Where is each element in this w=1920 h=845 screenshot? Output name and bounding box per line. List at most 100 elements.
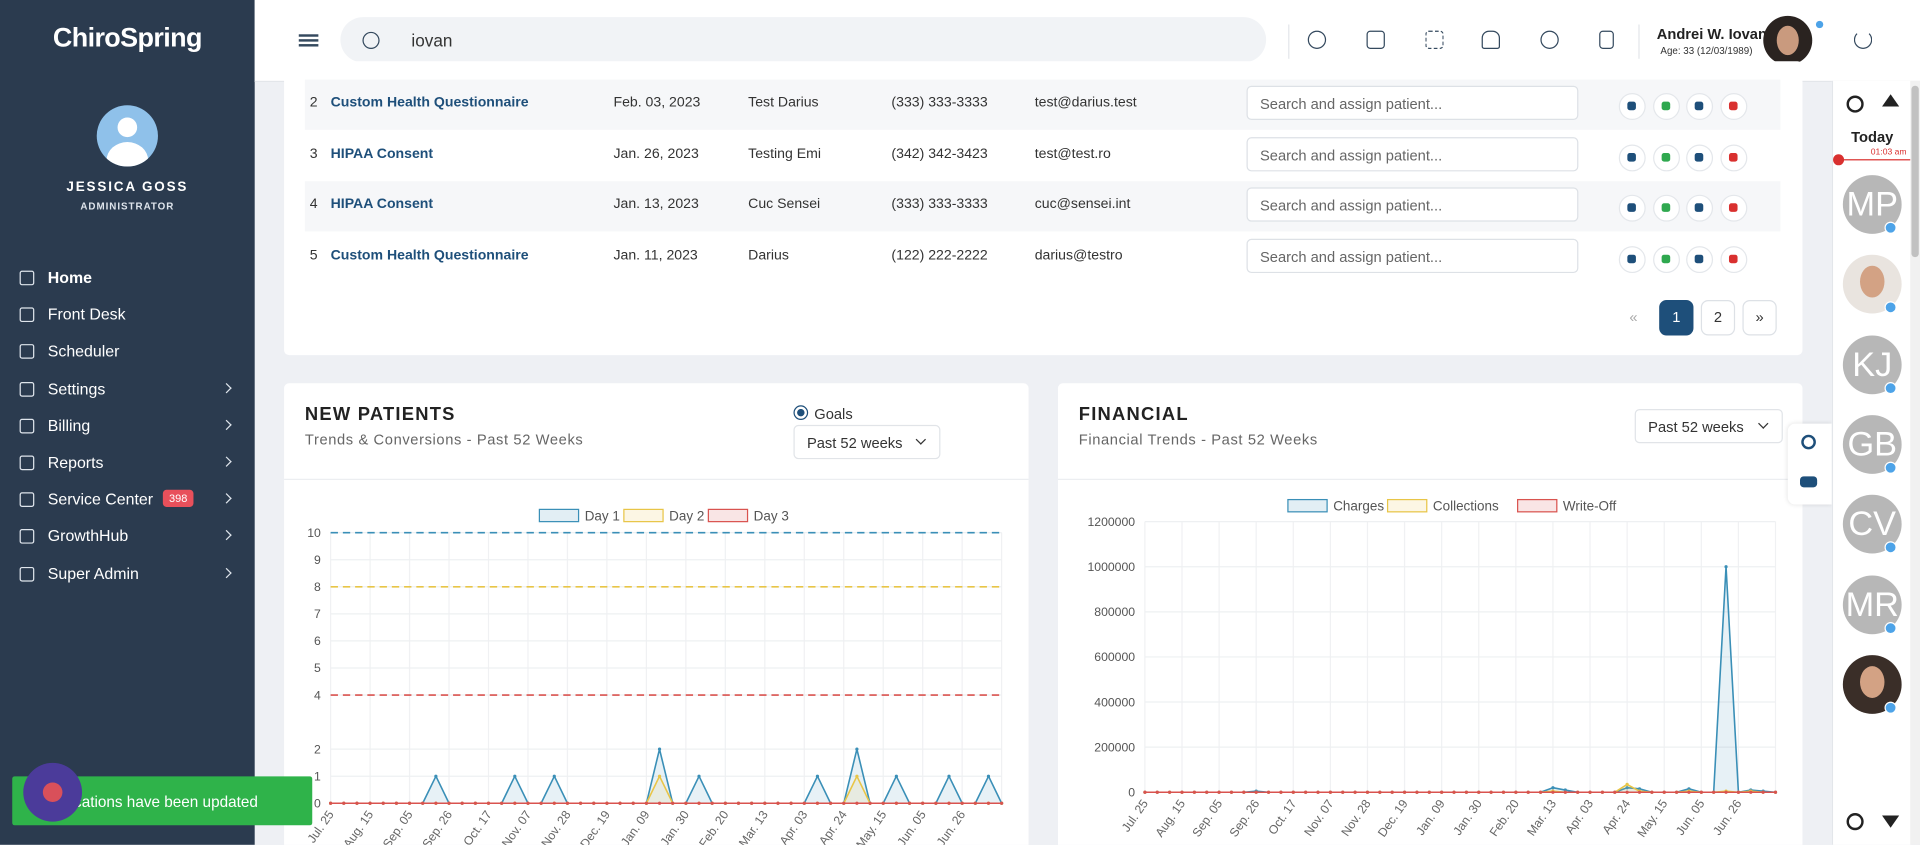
series-point — [1637, 787, 1642, 791]
assign-button[interactable] — [1652, 143, 1680, 171]
x-tick-label: Apr. 03 — [1562, 797, 1596, 837]
status-dot — [1815, 20, 1824, 29]
page-button[interactable]: 1 — [1659, 300, 1694, 336]
add-patient-icon[interactable] — [362, 31, 380, 49]
scrollbar-thumb[interactable] — [1911, 85, 1919, 258]
nav-item[interactable]: Billing — [19, 411, 236, 440]
status-dot — [1884, 701, 1897, 714]
patient-photo[interactable] — [1763, 15, 1813, 65]
users-button[interactable] — [1540, 30, 1559, 49]
user-avatar[interactable] — [96, 105, 158, 167]
approve-button[interactable] — [1686, 245, 1714, 273]
delete-button[interactable] — [1719, 143, 1747, 171]
series-point — [1000, 801, 1004, 805]
view-button[interactable] — [1618, 93, 1646, 121]
form-link[interactable]: HIPAA Consent — [330, 146, 434, 162]
nav-item[interactable]: Reports — [19, 448, 236, 477]
assign-button[interactable] — [1652, 93, 1680, 121]
view-button[interactable] — [1618, 194, 1646, 222]
assign-input[interactable]: Search and assign patient... — [1246, 85, 1579, 121]
x-tick-label: Apr. 24 — [1600, 797, 1634, 837]
page-prev[interactable]: « — [1616, 300, 1651, 336]
view-button[interactable] — [1618, 245, 1646, 273]
documents-button[interactable] — [1599, 30, 1614, 49]
series-point — [605, 801, 609, 805]
refresh-button[interactable] — [1846, 813, 1864, 831]
range-select[interactable]: Past 52 weeks — [1634, 408, 1783, 444]
logout-button[interactable] — [1853, 30, 1873, 49]
nav-item[interactable]: Super Admin — [19, 559, 236, 588]
scroll-down-button[interactable] — [1882, 815, 1900, 828]
assign-input[interactable]: Search and assign patient... — [1246, 187, 1579, 222]
avatar-initials[interactable]: MR — [1842, 574, 1902, 634]
assign-button[interactable] — [1652, 194, 1680, 222]
series-point — [1662, 790, 1666, 794]
nav-item[interactable]: Home — [19, 263, 236, 292]
delete-button[interactable] — [1719, 245, 1747, 273]
series-point — [763, 801, 767, 805]
divider — [1638, 24, 1640, 59]
series-point — [592, 801, 596, 805]
action-icon — [1661, 203, 1670, 213]
nav-item[interactable]: Scheduler — [19, 337, 236, 366]
handshake-tool[interactable] — [1800, 476, 1818, 488]
series-point — [947, 774, 951, 778]
page-next[interactable]: » — [1742, 300, 1777, 336]
patient-name[interactable]: Andrei W. Iovan — [1656, 25, 1767, 43]
notifications-button[interactable] — [1481, 30, 1501, 49]
nav-item[interactable]: Service Center 398 — [19, 485, 236, 514]
form-link[interactable]: Custom Health Questionnaire — [330, 248, 529, 264]
assign-input[interactable]: Search and assign patient... — [1246, 136, 1579, 171]
nav-item[interactable]: Settings — [19, 374, 236, 403]
delete-button[interactable] — [1719, 93, 1747, 121]
page-button[interactable]: 2 — [1700, 300, 1736, 336]
series-point — [855, 801, 859, 805]
series-point — [565, 801, 570, 805]
range-select[interactable]: Past 52 weeks — [793, 424, 941, 460]
refresh-button[interactable] — [1846, 95, 1864, 113]
series-point — [434, 774, 438, 778]
legend-label: Day 3 — [754, 508, 789, 523]
y-tick-label: 10 — [307, 526, 321, 540]
logo[interactable]: ChiroSpring — [52, 22, 203, 53]
x-tick-label: Aug. 15 — [1152, 797, 1188, 840]
action-icon — [1661, 152, 1670, 162]
assign-button[interactable] — [1652, 245, 1680, 273]
series-point — [1168, 790, 1172, 794]
avatar-photo[interactable] — [1842, 654, 1902, 714]
fullscreen-button[interactable] — [1425, 30, 1444, 49]
legend-swatch — [1386, 498, 1428, 513]
scroll-up-button[interactable] — [1882, 94, 1900, 107]
chat-bubble[interactable] — [23, 762, 83, 822]
patient-search[interactable]: iovan — [340, 17, 1267, 63]
nav-arrow — [221, 382, 232, 393]
form-link[interactable]: HIPAA Consent — [330, 197, 434, 213]
menu-toggle[interactable] — [298, 34, 319, 37]
series-point — [631, 801, 635, 805]
series-point — [447, 801, 451, 805]
delete-button[interactable] — [1719, 194, 1747, 222]
series-point — [868, 801, 872, 805]
settings-tool[interactable] — [1801, 434, 1816, 450]
nav-arrow — [221, 456, 232, 467]
nav-icon — [19, 270, 35, 286]
goals-radio[interactable] — [793, 405, 809, 421]
form-link[interactable]: Custom Health Questionnaire — [330, 95, 529, 111]
gift-button[interactable] — [1366, 30, 1385, 49]
table-row: 4 HIPAA Consent Jan. 13, 2023 Cuc Sensei (33… — [304, 181, 1781, 232]
x-tick-label: May. 15 — [1634, 797, 1670, 840]
x-tick-label: Mar. 13 — [736, 808, 771, 845]
goals-label[interactable]: Goals — [814, 405, 853, 423]
approve-button[interactable] — [1686, 93, 1714, 121]
nav-item[interactable]: Front Desk — [19, 300, 236, 329]
approve-button[interactable] — [1686, 143, 1714, 171]
nav-item[interactable]: GrowthHub — [19, 522, 236, 551]
x-tick-label: Jul. 25 — [1119, 797, 1151, 835]
series-point — [1229, 790, 1234, 794]
assign-input[interactable]: Search and assign patient... — [1246, 238, 1579, 273]
photo-face — [1776, 25, 1799, 56]
approve-button[interactable] — [1686, 194, 1714, 222]
view-button[interactable] — [1618, 143, 1646, 171]
help-button[interactable] — [1307, 30, 1327, 49]
